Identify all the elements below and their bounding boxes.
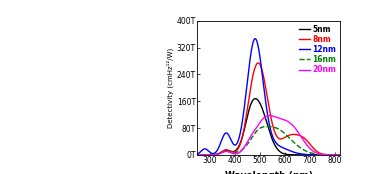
20nm xyxy=(267,114,272,117)
16nm xyxy=(265,125,269,128)
8nm xyxy=(195,154,200,156)
Line: 12nm: 12nm xyxy=(197,39,340,155)
12nm xyxy=(265,109,269,111)
5nm xyxy=(265,122,269,124)
5nm xyxy=(338,154,342,156)
12nm xyxy=(334,154,338,156)
5nm xyxy=(334,154,338,156)
8nm xyxy=(265,94,269,96)
5nm xyxy=(253,98,257,100)
16nm xyxy=(334,154,338,156)
12nm xyxy=(261,80,265,82)
5nm xyxy=(308,154,312,156)
16nm xyxy=(261,126,265,128)
16nm xyxy=(195,154,200,156)
8nm xyxy=(338,154,342,156)
16nm xyxy=(202,154,207,156)
20nm xyxy=(202,154,207,156)
12nm xyxy=(338,154,342,156)
5nm xyxy=(202,154,207,156)
8nm xyxy=(308,143,312,145)
X-axis label: Wavelength (nm): Wavelength (nm) xyxy=(225,171,313,174)
Line: 16nm: 16nm xyxy=(197,126,340,155)
12nm xyxy=(202,148,207,150)
12nm xyxy=(253,38,257,40)
20nm xyxy=(261,118,265,120)
Line: 8nm: 8nm xyxy=(197,63,340,155)
16nm xyxy=(338,154,342,156)
20nm xyxy=(334,154,338,156)
8nm xyxy=(334,154,338,156)
12nm xyxy=(195,153,200,155)
Line: 20nm: 20nm xyxy=(197,116,340,155)
20nm xyxy=(195,154,200,156)
20nm xyxy=(334,154,338,156)
5nm xyxy=(261,110,265,112)
8nm xyxy=(256,62,260,64)
12nm xyxy=(334,154,338,156)
8nm xyxy=(261,73,265,75)
Line: 5nm: 5nm xyxy=(197,99,340,155)
12nm xyxy=(308,154,312,156)
16nm xyxy=(308,152,312,154)
Legend: 5nm, 8nm, 12nm, 16nm, 20nm: 5nm, 8nm, 12nm, 16nm, 20nm xyxy=(297,23,338,76)
20nm xyxy=(265,115,269,117)
8nm xyxy=(202,154,207,156)
16nm xyxy=(265,125,269,128)
5nm xyxy=(334,154,338,156)
20nm xyxy=(308,147,312,149)
16nm xyxy=(334,154,338,156)
Y-axis label: Detectivity (cmHz¹²/W): Detectivity (cmHz¹²/W) xyxy=(166,48,174,128)
5nm xyxy=(195,154,200,156)
20nm xyxy=(338,154,342,156)
8nm xyxy=(334,154,338,156)
